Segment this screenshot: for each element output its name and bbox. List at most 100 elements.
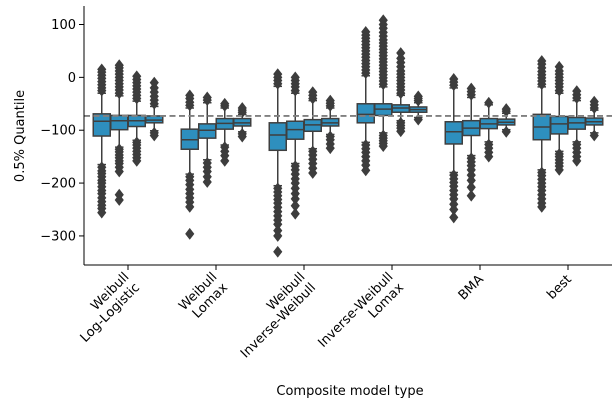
- outlier-point: [449, 73, 459, 85]
- box: [110, 59, 129, 206]
- box: [268, 68, 287, 258]
- outlier-point: [537, 200, 547, 213]
- axes: 100 0 −100 −200 −300 WeibullLog-Logistic Weibu…: [40, 6, 612, 361]
- outlier-point: [273, 230, 283, 242]
- outlier-point: [220, 97, 230, 110]
- y-tick-label: 100: [51, 18, 76, 33]
- outlier-point: [466, 82, 476, 95]
- box: [286, 71, 305, 220]
- box: [550, 60, 569, 176]
- category-group: [92, 59, 164, 219]
- outlier-point: [361, 164, 371, 177]
- x-tick-label: WeibullLog-Logistic: [67, 270, 143, 346]
- box-iqr: [110, 114, 129, 131]
- outlier-point: [114, 194, 124, 206]
- outlier-point: [273, 68, 283, 81]
- category-group: [444, 73, 516, 224]
- box: [233, 102, 252, 143]
- box: [356, 26, 375, 177]
- outlier-point: [132, 70, 142, 83]
- outlier-point: [466, 189, 476, 202]
- x-axis-label: Composite model type: [276, 384, 423, 399]
- outlier-point: [202, 91, 212, 104]
- outlier-point: [114, 59, 124, 72]
- x-tick-label: best: [544, 272, 574, 302]
- box: [409, 90, 428, 126]
- outlier-point: [97, 63, 107, 76]
- y-tick-label: −200: [40, 177, 76, 192]
- outlier-point: [413, 113, 423, 126]
- outlier-point: [554, 163, 564, 176]
- outlier-point: [361, 26, 371, 38]
- outlier-point: [237, 102, 247, 114]
- box: [180, 89, 199, 240]
- box: [462, 82, 481, 202]
- x-tick-label-line: BMA: [456, 272, 487, 303]
- box: [391, 47, 410, 138]
- outlier-point: [378, 14, 388, 27]
- category-group: [180, 89, 252, 240]
- outlier-point: [290, 207, 300, 220]
- outlier-point: [449, 211, 459, 224]
- outlier-point: [185, 89, 195, 102]
- outlier-point: [220, 154, 230, 167]
- outlier-point: [202, 176, 212, 188]
- outlier-point: [149, 129, 159, 142]
- outlier-point: [396, 125, 406, 138]
- outlier-point: [572, 154, 582, 167]
- outlier-point: [273, 245, 283, 258]
- x-tick-label: WeibullInverse-Weibull: [227, 270, 319, 362]
- box: [303, 86, 322, 179]
- box-iqr: [198, 123, 217, 139]
- box-iqr: [268, 122, 287, 152]
- outlier-point: [484, 96, 494, 109]
- category-group: [532, 55, 604, 213]
- outlier-point: [132, 154, 142, 167]
- outlier-point: [378, 140, 388, 152]
- outlier-point: [149, 76, 159, 89]
- box: [497, 103, 516, 138]
- x-tick-label: Inverse-WeibullLomax: [315, 270, 407, 362]
- category-group: [356, 14, 428, 177]
- x-tick-label: BMA: [456, 272, 487, 303]
- outlier-point: [396, 47, 406, 59]
- box: [145, 76, 164, 142]
- outlier-point: [589, 95, 599, 108]
- outlier-point: [484, 150, 494, 163]
- outlier-point: [413, 90, 423, 103]
- outlier-point: [589, 129, 599, 142]
- box: [479, 96, 498, 163]
- y-tick-label: −100: [40, 124, 76, 139]
- box: [567, 85, 586, 167]
- category-group: [268, 68, 340, 258]
- box: [585, 95, 604, 142]
- outlier-point: [325, 142, 335, 155]
- box: [92, 63, 111, 219]
- box: [374, 14, 393, 152]
- outlier-point: [501, 103, 511, 115]
- outlier-point: [537, 55, 547, 67]
- x-tick-label-line: best: [544, 272, 574, 302]
- box-iqr: [92, 113, 111, 137]
- outlier-point: [97, 206, 107, 219]
- box-iqr: [356, 103, 375, 124]
- outlier-point: [501, 125, 511, 138]
- outlier-point: [308, 86, 318, 99]
- outlier-point: [554, 60, 564, 73]
- y-tick-label: 0: [68, 71, 76, 86]
- box: [321, 94, 340, 155]
- outlier-point: [185, 200, 195, 213]
- box: [127, 70, 146, 167]
- x-tick-label: WeibullLomax: [176, 270, 231, 325]
- outlier-point: [114, 165, 124, 178]
- outlier-point: [237, 130, 247, 143]
- y-axis-label: 0.5% Quantile: [13, 90, 28, 182]
- y-tick-label: −300: [40, 229, 76, 244]
- outlier-point: [308, 167, 318, 179]
- box: [444, 73, 463, 224]
- box: [198, 91, 217, 188]
- plot-area: [84, 14, 612, 258]
- box-iqr: [145, 115, 164, 124]
- outlier-point: [325, 94, 335, 107]
